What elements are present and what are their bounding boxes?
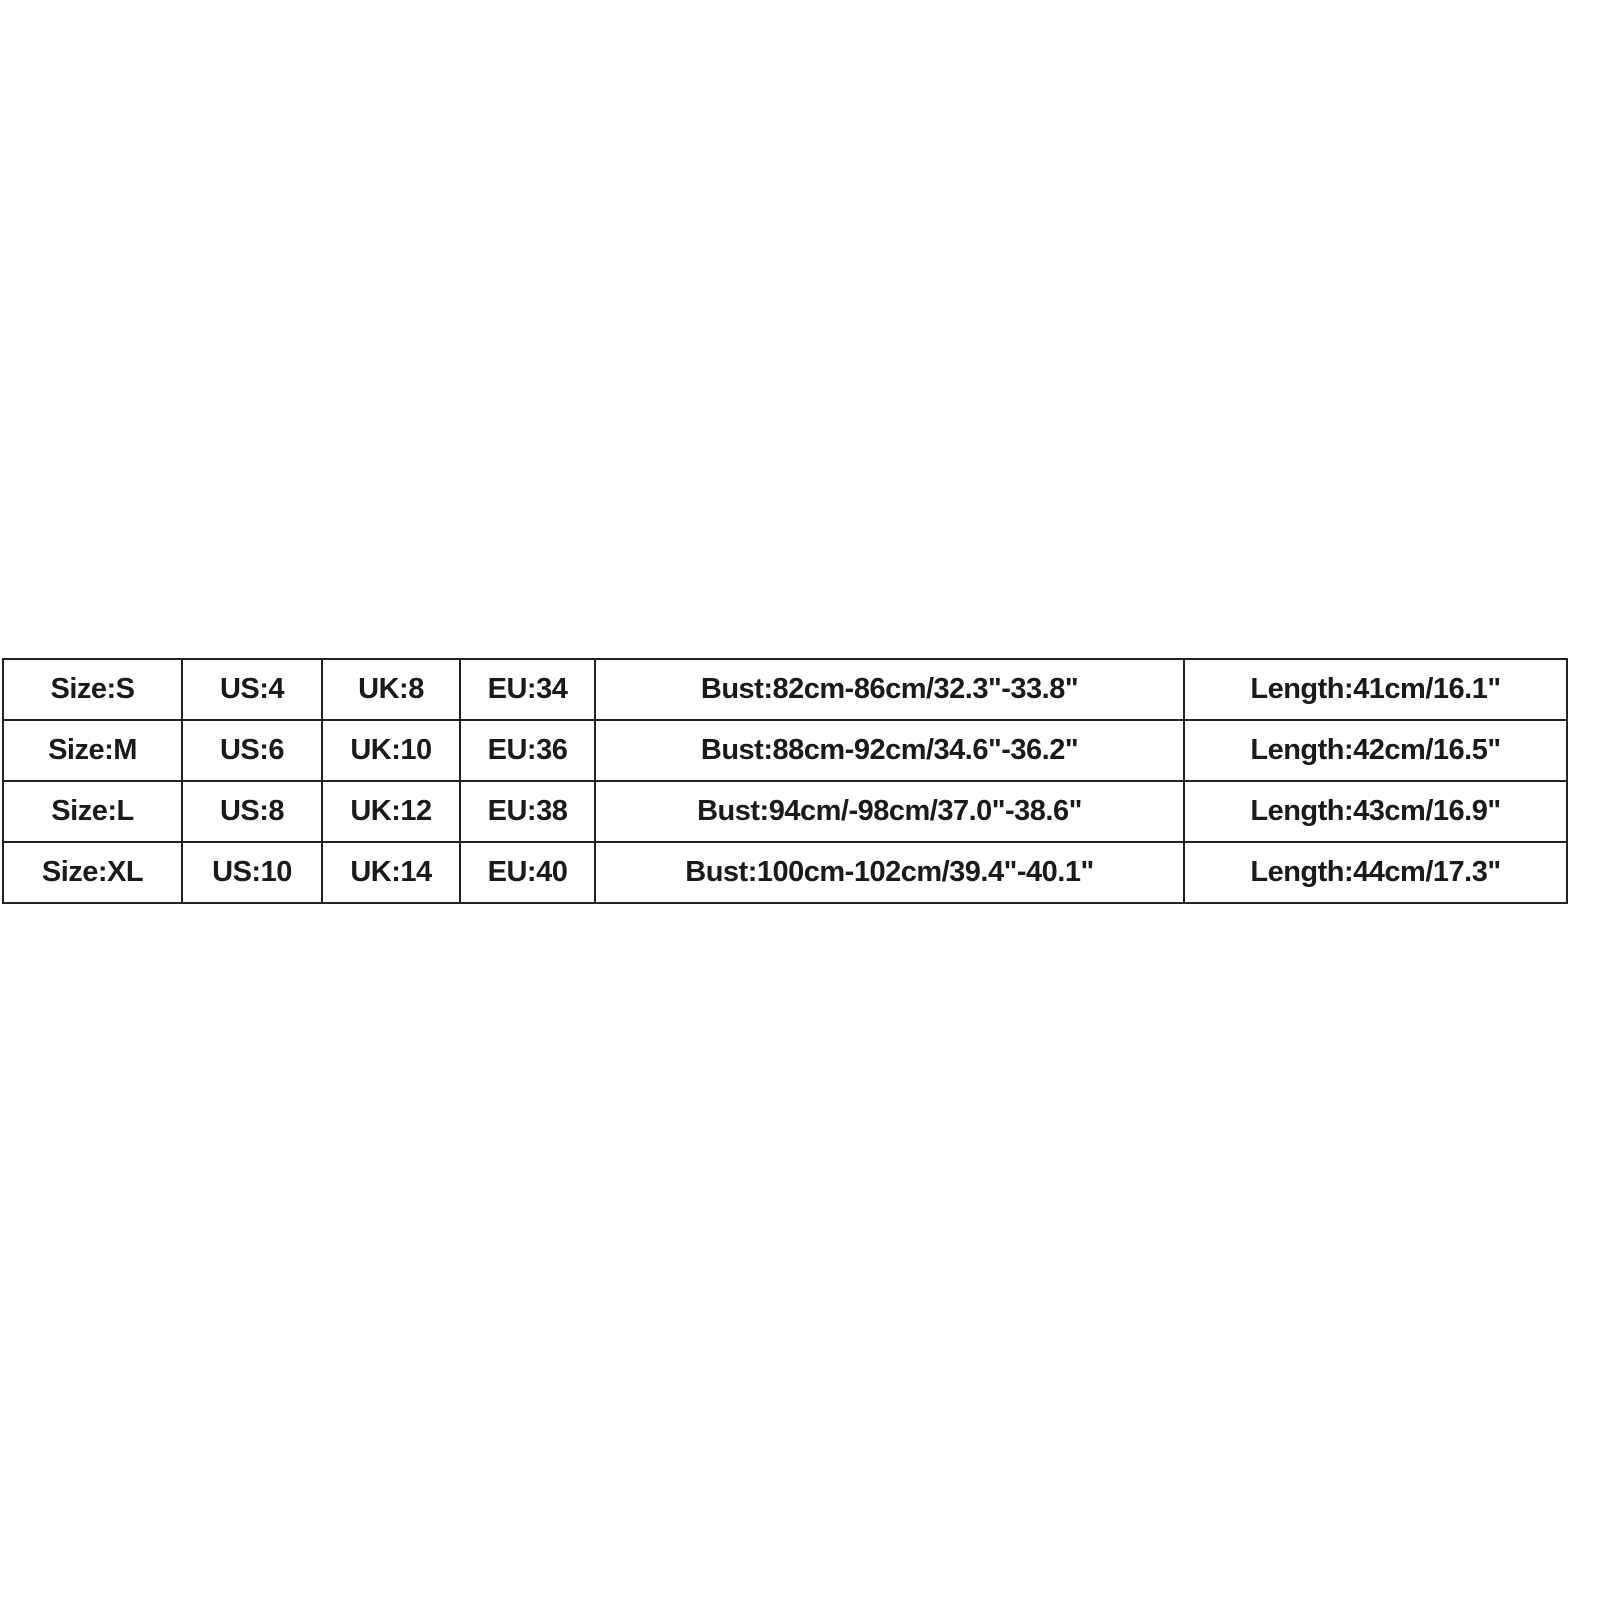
bust-cell: Bust:100cm-102cm/39.4"-40.1" (594, 841, 1185, 904)
bust-cell: Bust:82cm-86cm/32.3"-33.8" (594, 658, 1185, 721)
size-cell: Size:S (2, 658, 183, 721)
size-cell: Size:M (2, 719, 183, 782)
eu-cell: EU:40 (459, 841, 596, 904)
length-cell: Length:44cm/17.3" (1183, 841, 1568, 904)
uk-cell: UK:8 (321, 658, 461, 721)
length-cell: Length:43cm/16.9" (1183, 780, 1568, 843)
bust-cell: Bust:94cm/-98cm/37.0"-38.6" (594, 780, 1185, 843)
us-cell: US:8 (181, 780, 323, 843)
length-cell: Length:41cm/16.1" (1183, 658, 1568, 721)
us-cell: US:10 (181, 841, 323, 904)
table-row: Size:S US:4 UK:8 EU:34 Bust:82cm-86cm/32.3"-… (2, 658, 1568, 721)
bust-cell: Bust:88cm-92cm/34.6"-36.2" (594, 719, 1185, 782)
us-cell: US:6 (181, 719, 323, 782)
eu-cell: EU:36 (459, 719, 596, 782)
uk-cell: UK:12 (321, 780, 461, 843)
eu-cell: EU:38 (459, 780, 596, 843)
size-cell: Size:XL (2, 841, 183, 904)
eu-cell: EU:34 (459, 658, 596, 721)
table-row: Size:M US:6 UK:10 EU:36 Bust:88cm-92cm/34.6"… (2, 719, 1568, 782)
length-cell: Length:42cm/16.5" (1183, 719, 1568, 782)
size-chart-table: Size:S US:4 UK:8 EU:34 Bust:82cm-86cm/32.3"-… (2, 658, 1568, 904)
table-row: Size:XL US:10 UK:14 EU:40 Bust:100cm-102cm/3… (2, 841, 1568, 904)
table-row: Size:L US:8 UK:12 EU:38 Bust:94cm/-98cm/37.0… (2, 780, 1568, 843)
uk-cell: UK:10 (321, 719, 461, 782)
size-cell: Size:L (2, 780, 183, 843)
us-cell: US:4 (181, 658, 323, 721)
uk-cell: UK:14 (321, 841, 461, 904)
